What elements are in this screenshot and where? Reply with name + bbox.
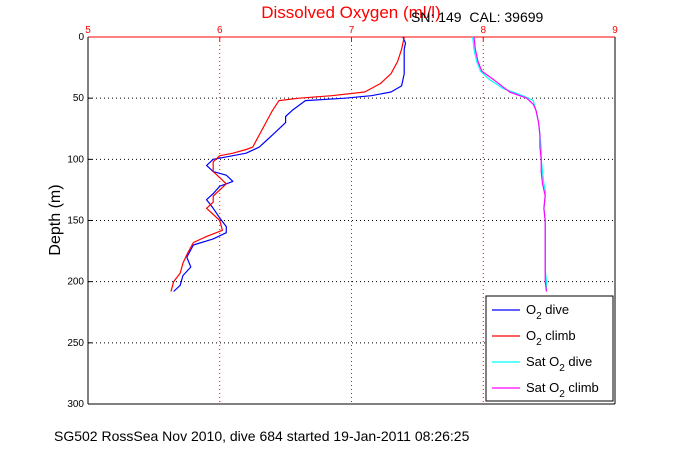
chart-title: Dissolved Oxygen (ml/l) bbox=[261, 3, 441, 22]
x-tick-label: 5 bbox=[85, 25, 91, 36]
y-axis-label: Depth (m) bbox=[47, 184, 64, 255]
y-tick-label: 50 bbox=[73, 93, 85, 104]
legend-label: O2 dive bbox=[526, 302, 569, 322]
series-line-0 bbox=[173, 36, 407, 292]
legend-label: O2 climb bbox=[526, 328, 576, 348]
x-tick-label: 7 bbox=[349, 25, 355, 36]
legend-box bbox=[485, 295, 614, 402]
sensor-annotation: SN: 149 CAL: 39699 bbox=[411, 9, 544, 25]
series-line-1 bbox=[170, 36, 405, 292]
series-line-3 bbox=[473, 36, 548, 292]
x-tick-label: 9 bbox=[612, 25, 618, 36]
y-tick-label: 150 bbox=[67, 216, 84, 227]
y-tick-label: 250 bbox=[67, 338, 84, 349]
axes: 5 6 7 8 9 0 50 100 150 200 250 300 bbox=[67, 25, 618, 410]
x-tick-label: 6 bbox=[217, 25, 223, 36]
series-group bbox=[170, 36, 548, 292]
legend: O2 dive O2 climb Sat O2 dive Sat O2 climb bbox=[485, 295, 614, 402]
y-tick-label: 0 bbox=[78, 32, 84, 43]
dive-info-footer: SG502 RossSea Nov 2010, dive 684 started… bbox=[54, 428, 470, 444]
y-tick-label: 100 bbox=[67, 154, 84, 165]
x-tick-label: 8 bbox=[480, 25, 486, 36]
legend-label: Sat O2 dive bbox=[526, 354, 592, 374]
y-tick-label: 200 bbox=[67, 277, 84, 288]
y-tick-label: 300 bbox=[67, 399, 84, 410]
legend-label: Sat O2 climb bbox=[526, 380, 599, 400]
